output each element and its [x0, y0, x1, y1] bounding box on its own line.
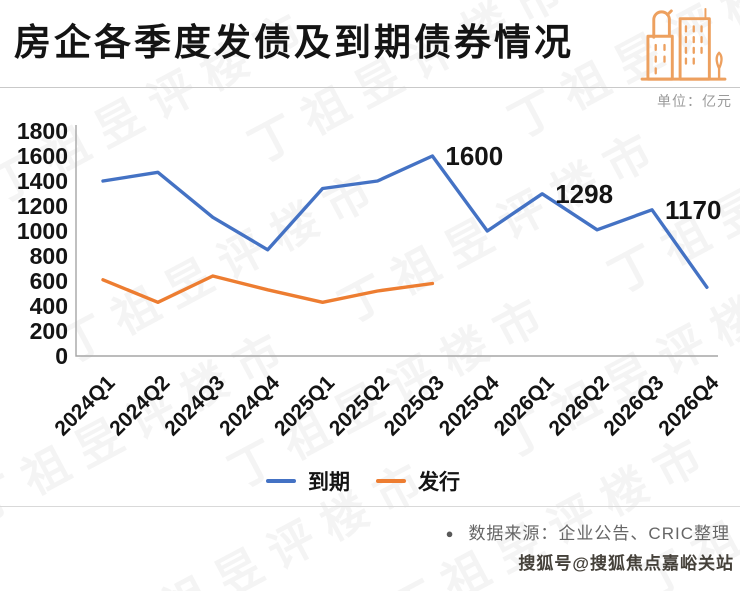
- series-line-0: [101, 154, 709, 290]
- y-tick-label: 1200: [17, 193, 68, 219]
- x-tick-label: 2024Q1: [50, 371, 119, 440]
- legend-label-issuance: 发行: [418, 471, 460, 494]
- x-tick-label: 2025Q2: [325, 371, 394, 440]
- data-source-text: 数据来源：企业公告、CRIC整理: [468, 524, 730, 543]
- legend-swatch-issuance: [376, 479, 406, 483]
- x-tick-label: 2024Q3: [160, 371, 229, 440]
- y-tick-label: 1400: [17, 168, 68, 194]
- legend-swatch-maturity: [266, 479, 296, 483]
- x-tick-label: 2026Q2: [545, 371, 614, 440]
- y-tick-label: 1000: [17, 218, 68, 244]
- poster-root: 房企各季度发债及到期债券情况 单位：亿元 0 200 400 600 800 1000 12…: [0, 0, 740, 573]
- y-tick-label: 200: [30, 318, 68, 344]
- data-label: 1600: [445, 141, 503, 171]
- y-tick-label: 400: [30, 293, 68, 319]
- data-label: 1298: [555, 179, 613, 209]
- x-tick-label: 2026Q1: [490, 371, 559, 440]
- page-title: 房企各季度发债及到期债券情况: [14, 22, 574, 63]
- x-tick-label: 2025Q1: [270, 371, 339, 440]
- footer-divider: [0, 506, 740, 507]
- chart-legend: 到期 发行: [0, 466, 740, 496]
- axes: [75, 125, 718, 357]
- x-tick-label: 2024Q2: [105, 371, 174, 440]
- bullet-icon: ●: [445, 526, 455, 541]
- left-windows: [654, 43, 666, 75]
- line-chart: 0200400600800100012001400160018002024Q12…: [17, 118, 724, 440]
- x-tick-label: 2025Q3: [380, 371, 449, 440]
- series-line-1: [101, 274, 435, 305]
- unit-label: 单位：亿元: [657, 93, 732, 109]
- tower-dome: [652, 10, 671, 39]
- data-source-line: ● 数据来源：企业公告、CRIC整理: [0, 519, 740, 544]
- legend-label-maturity: 到期: [308, 471, 350, 494]
- x-tick-label: 2026Q3: [599, 371, 668, 440]
- y-tick-label: 800: [30, 243, 68, 269]
- sohu-watermark: 搜狐号@搜狐焦点嘉峪关站: [518, 554, 734, 573]
- y-tick-label: 600: [30, 268, 68, 294]
- header: 房企各季度发债及到期债券情况: [0, 0, 740, 88]
- y-tick-label: 1600: [17, 143, 68, 169]
- data-label: 1170: [665, 195, 721, 225]
- x-tick-label: 2026Q4: [654, 371, 723, 440]
- y-tick-label: 1800: [17, 118, 68, 144]
- buildings-icon: [640, 7, 727, 81]
- tower-finial: [665, 9, 673, 17]
- y-tick-label: 0: [55, 343, 68, 369]
- tree: [715, 51, 723, 81]
- x-tick-label: 2025Q4: [435, 371, 504, 440]
- left-building: [646, 34, 674, 81]
- right-windows: [684, 25, 703, 65]
- x-tick-label: 2024Q4: [215, 371, 284, 440]
